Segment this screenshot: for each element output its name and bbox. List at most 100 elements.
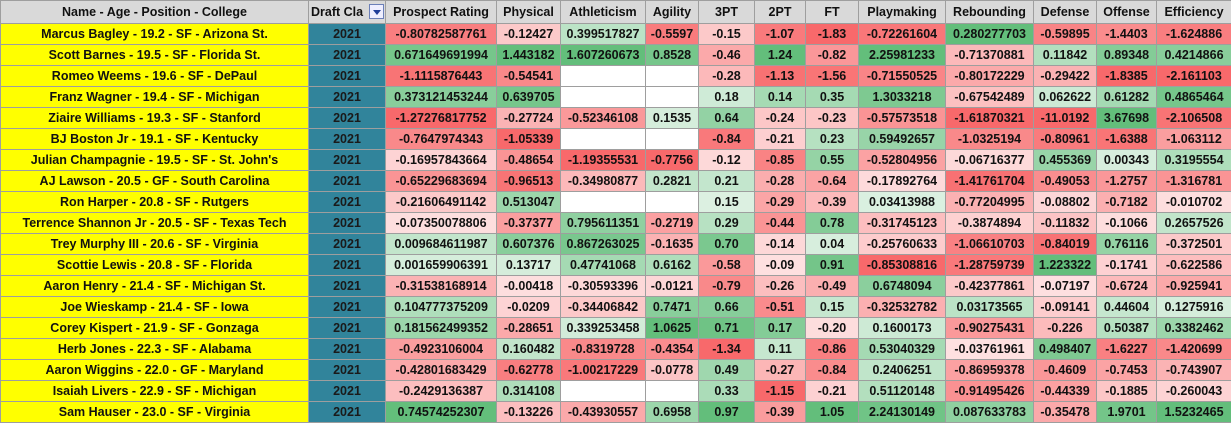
stat-cell: 0.35 bbox=[805, 86, 859, 108]
stat-cell: 0.15 bbox=[805, 296, 859, 318]
column-header: Athleticism bbox=[560, 0, 646, 24]
stat-cell: -2.161103 bbox=[1156, 65, 1231, 87]
stat-cell: -1.27276817752 bbox=[385, 107, 497, 129]
stat-cell: -0.77204995 bbox=[945, 191, 1034, 213]
stat-cell: 0.23 bbox=[805, 128, 859, 150]
stat-cell: -0.39 bbox=[805, 191, 859, 213]
stat-cell: 0.671649691994 bbox=[385, 44, 497, 66]
stat-cell: -0.12427 bbox=[496, 23, 561, 45]
stat-cell: 0.1600173 bbox=[858, 317, 946, 339]
stat-cell: 0.97 bbox=[698, 401, 755, 423]
stat-cell: -0.90275431 bbox=[945, 317, 1034, 339]
stat-cell: 0.50387 bbox=[1096, 317, 1157, 339]
stat-cell: 0.33 bbox=[698, 380, 755, 402]
stat-cell: 0.7471 bbox=[645, 296, 699, 318]
player-cell: Joe Wieskamp - 21.4 - SF - Iowa bbox=[0, 296, 309, 318]
stat-cell: 1.5232465 bbox=[1156, 401, 1231, 423]
stat-cell: 0.062622 bbox=[1033, 86, 1097, 108]
stat-cell: 0.513047 bbox=[496, 191, 561, 213]
stat-cell: 0.00343 bbox=[1096, 149, 1157, 171]
column-header: 2PT bbox=[754, 0, 806, 24]
stat-cell bbox=[645, 65, 699, 87]
draft-class-cell: 2021 bbox=[308, 401, 386, 423]
stat-cell: -0.34406842 bbox=[560, 296, 646, 318]
column-header: Efficiency bbox=[1156, 0, 1231, 24]
stat-cell: 0.04 bbox=[805, 233, 859, 255]
stat-cell: -0.58 bbox=[698, 254, 755, 276]
table-row: Scottie Lewis - 20.8 - SF - Florida 2021 0… bbox=[0, 254, 1231, 276]
stat-cell: -1.61870321 bbox=[945, 107, 1034, 129]
table-row: Scott Barnes - 19.5 - SF - Florida St. 20… bbox=[0, 44, 1231, 66]
stat-cell: 0.6748094 bbox=[858, 275, 946, 297]
stat-cell: -0.226 bbox=[1033, 317, 1097, 339]
stat-cell: -0.622586 bbox=[1156, 254, 1231, 276]
table-body: Marcus Bagley - 19.2 - SF - Arizona St. 2… bbox=[0, 23, 1231, 423]
stat-cell: -0.09 bbox=[754, 254, 806, 276]
stat-cell: -0.03761961 bbox=[945, 338, 1034, 360]
player-cell: Julian Champagnie - 19.5 - SF - St. John… bbox=[0, 149, 309, 171]
stat-cell: -0.24 bbox=[754, 107, 806, 129]
stat-cell: 0.91 bbox=[805, 254, 859, 276]
stat-cell: -0.8319728 bbox=[560, 338, 646, 360]
stat-cell: -0.32532782 bbox=[858, 296, 946, 318]
stat-cell: -0.16957843664 bbox=[385, 149, 497, 171]
column-header: Name - Age - Position - College bbox=[0, 0, 309, 24]
draft-class-cell: 2021 bbox=[308, 380, 386, 402]
stat-cell: -1.41761704 bbox=[945, 170, 1034, 192]
stat-cell: 2.25981233 bbox=[858, 44, 946, 66]
stat-cell: 0.2406251 bbox=[858, 359, 946, 381]
draft-class-cell: 2021 bbox=[308, 233, 386, 255]
stat-cell: -0.743907 bbox=[1156, 359, 1231, 381]
stat-cell: -0.29 bbox=[754, 191, 806, 213]
table-row: Romeo Weems - 19.6 - SF - DePaul 2021 -1.1… bbox=[0, 65, 1231, 87]
stat-cell: -0.0209 bbox=[496, 296, 561, 318]
draft-class-cell: 2021 bbox=[308, 170, 386, 192]
stat-cell bbox=[645, 86, 699, 108]
filter-button[interactable] bbox=[369, 4, 384, 19]
draft-class-cell: 2021 bbox=[308, 359, 386, 381]
stat-cell: -0.51 bbox=[754, 296, 806, 318]
stat-cell: -0.2719 bbox=[645, 212, 699, 234]
header-row: Name - Age - Position - College Draft Cla… bbox=[0, 0, 1231, 24]
stat-cell: 0.51120148 bbox=[858, 380, 946, 402]
stat-cell: 0.3195554 bbox=[1156, 149, 1231, 171]
table-row: Franz Wagner - 19.4 - SF - Michigan 2021 0… bbox=[0, 86, 1231, 108]
draft-class-cell: 2021 bbox=[308, 317, 386, 339]
stat-cell: 0.74574252307 bbox=[385, 401, 497, 423]
player-cell: Sam Hauser - 23.0 - SF - Virginia bbox=[0, 401, 309, 423]
stat-cell: 0.867263025 bbox=[560, 233, 646, 255]
table-row: BJ Boston Jr - 19.1 - SF - Kentucky 2021-… bbox=[0, 128, 1231, 150]
stat-cell: -0.30593396 bbox=[560, 275, 646, 297]
stat-cell: -0.17892764 bbox=[858, 170, 946, 192]
stat-cell: 1.223322 bbox=[1033, 254, 1097, 276]
draft-class-cell: 2021 bbox=[308, 44, 386, 66]
stat-cell bbox=[560, 191, 646, 213]
draft-class-cell: 2021 bbox=[308, 128, 386, 150]
stat-cell: 0.795611351 bbox=[560, 212, 646, 234]
stat-cell: 0.280277703 bbox=[945, 23, 1034, 45]
column-header: 3PT bbox=[698, 0, 755, 24]
stat-cell: -0.31745123 bbox=[858, 212, 946, 234]
player-cell: Herb Jones - 22.3 - SF - Alabama bbox=[0, 338, 309, 360]
stat-cell: 0.03413988 bbox=[858, 191, 946, 213]
stat-cell: -1.8385 bbox=[1096, 65, 1157, 87]
stat-cell: 0.498407 bbox=[1033, 338, 1097, 360]
stat-cell: -0.13226 bbox=[496, 401, 561, 423]
column-header: Agility bbox=[645, 0, 699, 24]
stat-cell: 0.71 bbox=[698, 317, 755, 339]
stat-cell: 0.104777375209 bbox=[385, 296, 497, 318]
table-row: Terrence Shannon Jr - 20.5 - SF - Texas … bbox=[0, 212, 1231, 234]
player-cell: Ziaire Williams - 19.3 - SF - Stanford bbox=[0, 107, 309, 129]
stat-cell: -0.35478 bbox=[1033, 401, 1097, 423]
stat-cell: -1.15 bbox=[754, 380, 806, 402]
draft-class-cell: 2021 bbox=[308, 107, 386, 129]
stat-cell: -0.65229683694 bbox=[385, 170, 497, 192]
stat-cell: -1.624886 bbox=[1156, 23, 1231, 45]
player-cell: Romeo Weems - 19.6 - SF - DePaul bbox=[0, 65, 309, 87]
stat-cell: -0.5597 bbox=[645, 23, 699, 45]
stat-cell: -0.4923106004 bbox=[385, 338, 497, 360]
stat-cell bbox=[645, 380, 699, 402]
stat-cell: -0.54541 bbox=[496, 65, 561, 87]
stat-cell: -0.7453 bbox=[1096, 359, 1157, 381]
